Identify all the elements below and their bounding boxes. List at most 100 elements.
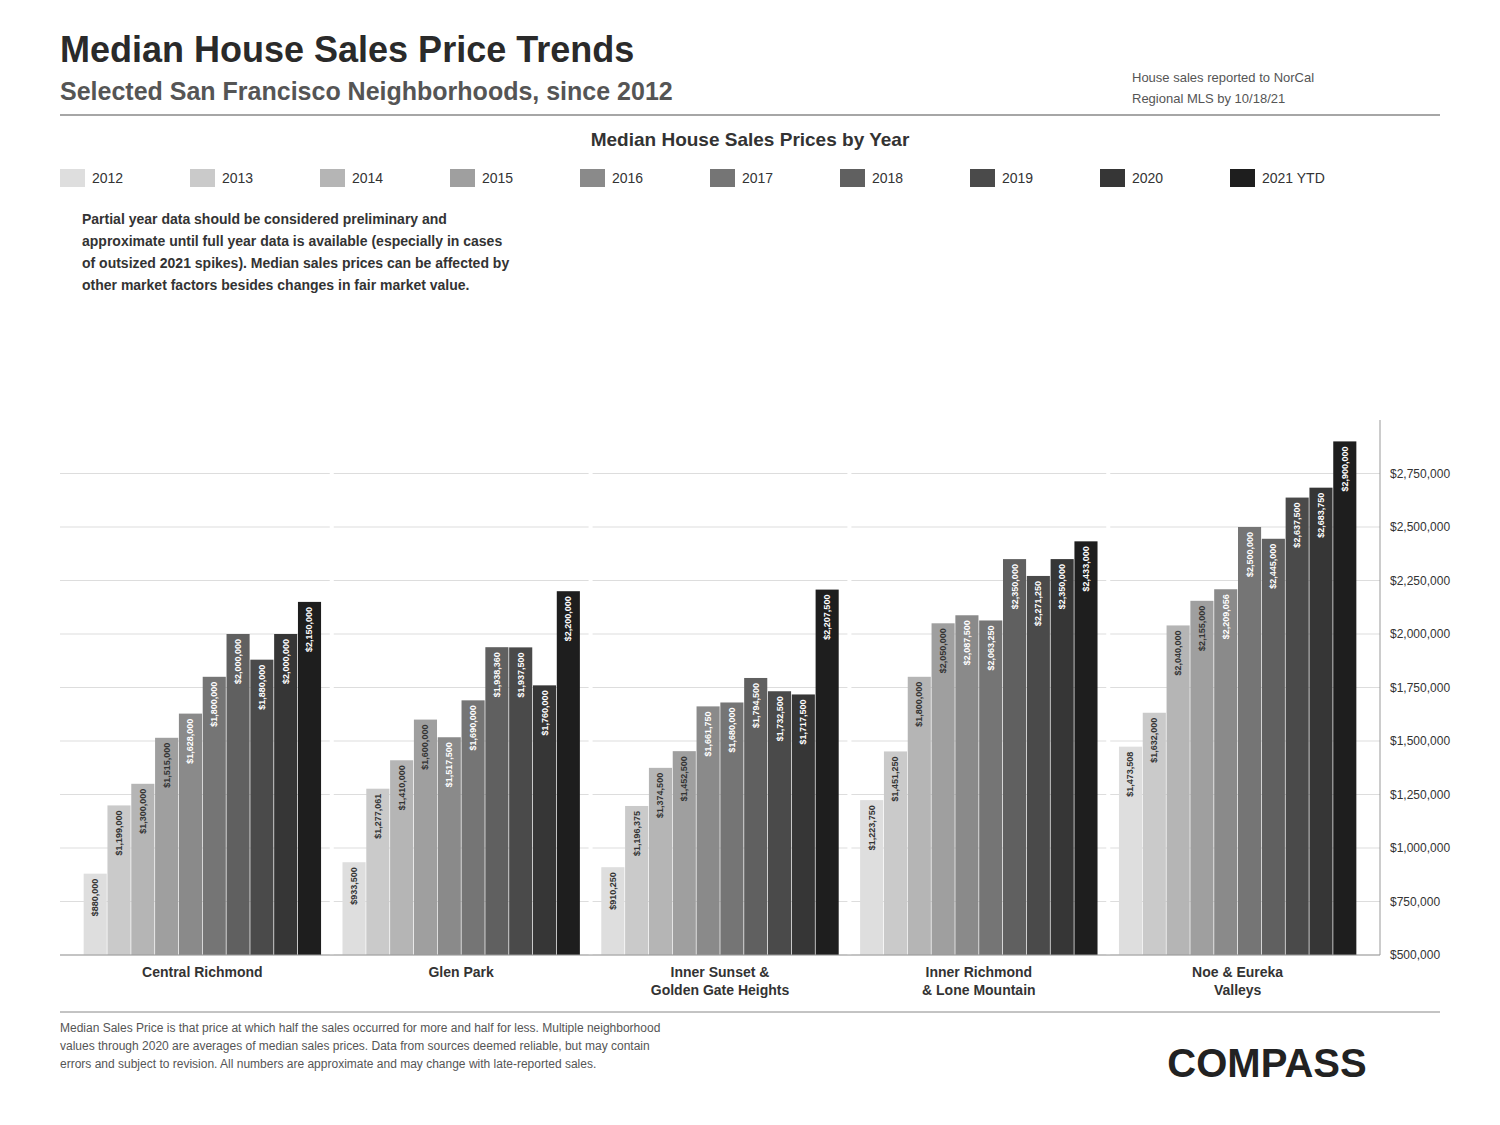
y-tick-label: $750,000 (1390, 895, 1440, 909)
bar (979, 620, 1002, 955)
data-label: $1,680,000 (727, 707, 737, 752)
data-label: $2,000,000 (233, 639, 243, 684)
legend-swatch (60, 169, 85, 187)
group-divider (589, 420, 593, 955)
data-label: $1,277,061 (373, 794, 383, 839)
data-label: $2,050,000 (938, 628, 948, 673)
data-label: $2,040,000 (1173, 630, 1183, 675)
data-label: $2,207,500 (822, 595, 832, 640)
legend-swatch (450, 169, 475, 187)
grid-line (60, 580, 1380, 581)
data-label: $1,196,375 (632, 811, 642, 856)
bar (1167, 625, 1190, 955)
bar (744, 678, 767, 955)
legend-label: 2018 (872, 170, 903, 186)
annotation-line: approximate until full year data is avai… (82, 233, 502, 249)
x-tick-label-line: & Lone Mountain (922, 982, 1036, 998)
bar (298, 602, 321, 955)
x-tick-label-line: Valleys (1214, 982, 1262, 998)
bar (107, 805, 130, 955)
legend-swatch (320, 169, 345, 187)
x-tick-label-line: Golden Gate Heights (651, 982, 790, 998)
group-divider (330, 420, 334, 955)
bar (1190, 601, 1213, 955)
bar (179, 714, 202, 955)
data-label: $1,717,500 (798, 699, 808, 744)
bar (1309, 488, 1332, 955)
footer-rule (60, 1012, 1440, 1013)
bar (697, 706, 720, 955)
data-label: $2,350,000 (1010, 564, 1020, 609)
y-tick-label: $500,000 (1390, 948, 1440, 962)
chart-title: Median House Sales Prices by Year (591, 129, 910, 150)
bar (649, 768, 672, 955)
legend-label: 2021 YTD (1262, 170, 1325, 186)
bar (720, 702, 743, 955)
bar (955, 615, 978, 955)
data-label: $2,445,000 (1268, 544, 1278, 589)
header-rule (60, 114, 1440, 116)
bar (673, 751, 696, 955)
data-label: $1,800,000 (209, 682, 219, 727)
bar (1262, 539, 1285, 955)
grid-line (60, 473, 1380, 474)
bar (227, 634, 250, 955)
bar (84, 874, 107, 955)
data-label: $933,500 (349, 867, 359, 905)
bar (601, 867, 624, 955)
y-tick-label: $1,500,000 (1390, 734, 1450, 748)
x-tick-label: Inner Richmond & Lone Mountain (922, 964, 1036, 998)
bar (1051, 559, 1074, 955)
bar (557, 591, 580, 955)
data-label: $910,250 (608, 872, 618, 910)
data-label: $2,350,000 (1057, 564, 1067, 609)
data-label: $2,637,500 (1292, 503, 1302, 548)
data-label: $1,223,750 (867, 805, 877, 850)
bar (250, 660, 273, 955)
annotation-line: of outsized 2021 spikes). Median sales p… (82, 255, 509, 271)
x-tick-label-line: Inner Richmond (926, 964, 1033, 980)
data-labels: $880,000$933,500$910,250$1,223,750$1,473… (90, 446, 1350, 916)
data-label: $1,517,500 (444, 742, 454, 787)
background (0, 0, 1500, 1125)
bar (366, 789, 389, 955)
bar (1143, 713, 1166, 955)
logo: COMPASS (1167, 1041, 1366, 1085)
bar (462, 700, 485, 955)
grid-line (60, 527, 1380, 528)
bar (533, 685, 556, 955)
data-label: $1,600,000 (420, 725, 430, 770)
data-label: $1,473,508 (1125, 752, 1135, 797)
x-tick-label: Noe & EurekaValleys (1192, 964, 1283, 998)
bar (792, 694, 815, 955)
data-label: $2,271,250 (1033, 581, 1043, 626)
bar (155, 738, 178, 955)
x-tick-labels: Central RichmondGlen ParkInner Sunset &G… (142, 964, 1283, 998)
footnote-line: Median Sales Price is that price at whic… (60, 1021, 660, 1035)
data-label: $1,800,000 (914, 682, 924, 727)
note-line: House sales reported to NorCal (1132, 70, 1314, 85)
bar (816, 590, 839, 955)
bar (625, 806, 648, 955)
data-label: $1,515,000 (162, 743, 172, 788)
y-tick-labels: $500,000$750,000$1,000,000$1,250,000$1,5… (1390, 467, 1450, 963)
data-label: $2,500,000 (1245, 532, 1255, 577)
legend-label: 2013 (222, 170, 253, 186)
y-tick-label: $1,250,000 (1390, 788, 1450, 802)
bar (274, 634, 297, 955)
y-axis-line (1380, 420, 1381, 955)
data-label: $1,199,000 (114, 810, 124, 855)
data-label: $1,300,000 (138, 789, 148, 834)
bar (1074, 541, 1097, 955)
data-label: $1,937,500 (516, 652, 526, 697)
group-divider (1106, 420, 1110, 955)
bar (485, 647, 508, 955)
data-label: $1,632,000 (1149, 718, 1159, 763)
legend-swatch (710, 169, 735, 187)
data-label: $1,452,500 (679, 756, 689, 801)
data-label: $1,690,000 (468, 705, 478, 750)
bar (509, 647, 532, 955)
bar (860, 800, 883, 955)
x-tick-label-line: Inner Sunset & (671, 964, 770, 980)
y-tick-label: $1,750,000 (1390, 681, 1450, 695)
